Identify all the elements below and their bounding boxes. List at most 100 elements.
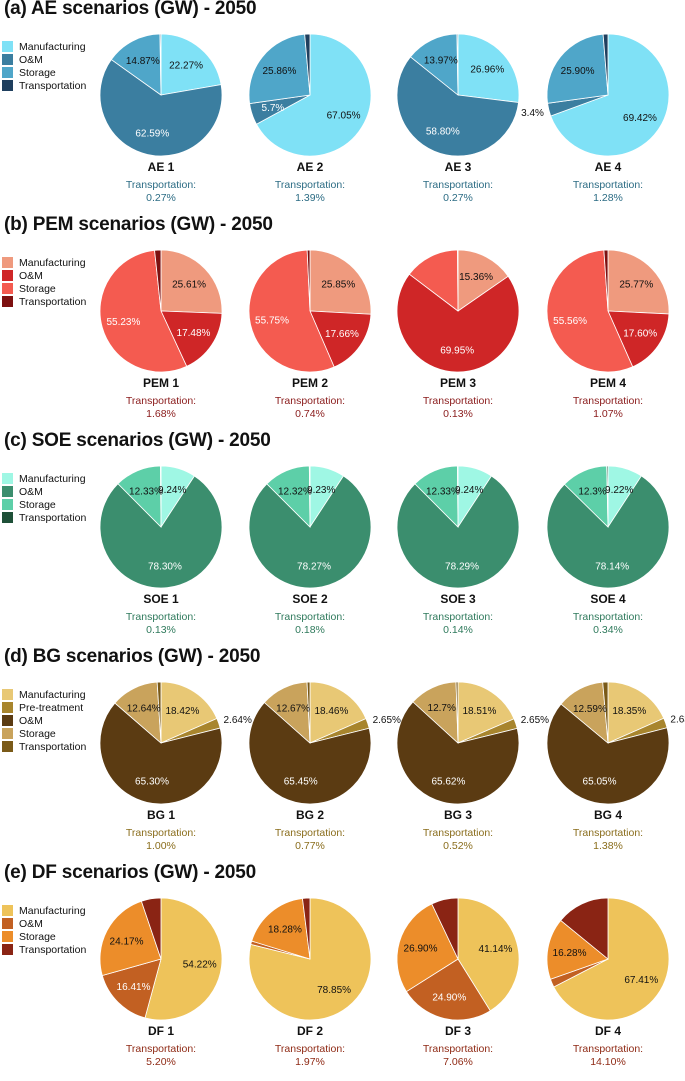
legend-swatch xyxy=(2,257,13,268)
pie-slice xyxy=(457,249,509,312)
legend-label: Transportation xyxy=(19,511,87,524)
pie-slice xyxy=(309,249,372,315)
pie-slice xyxy=(248,33,311,105)
transportation-note-value: 1.39% xyxy=(295,192,325,204)
pie-slice xyxy=(455,681,459,744)
pie-slice xyxy=(110,33,162,96)
pie-slice xyxy=(255,33,372,157)
pie-chart: 67.41% 16.28% xyxy=(546,897,670,1021)
slice-label: 2.65% xyxy=(521,715,549,726)
pie-name: DF 1 xyxy=(147,1024,174,1038)
slice-label: 16.41% xyxy=(117,982,151,993)
pie-chart: 9.24% 78.30% 12.33% xyxy=(99,465,223,589)
legend-label: Manufacturing xyxy=(19,904,86,917)
slice-label: 14.87% xyxy=(126,56,160,67)
pie-slice xyxy=(607,310,670,368)
legend-item: Storage xyxy=(2,282,86,295)
transportation-note-value: 0.18% xyxy=(295,624,325,636)
slice-label: 18.35% xyxy=(612,706,646,717)
pie-slice xyxy=(546,703,670,805)
slice-label: 65.62% xyxy=(431,776,465,787)
legend-swatch xyxy=(2,728,13,739)
slice-label: 18.46% xyxy=(314,706,348,717)
pie-slice xyxy=(159,33,162,96)
slice-label: 12.33% xyxy=(426,487,460,498)
slice-label: 67.41% xyxy=(624,975,658,986)
legend-swatch xyxy=(2,918,13,929)
transportation-note-value: 1.00% xyxy=(146,840,176,852)
pie-chart: 22.27% 62.59% 14.87% xyxy=(99,33,223,157)
legend: Manufacturing O&M Storage Transportation xyxy=(2,40,86,92)
slice-label: 18.28% xyxy=(268,925,302,936)
pie-chart: 78.85% 18.28% xyxy=(248,897,372,1021)
slice-label: 16.28% xyxy=(553,948,587,959)
slice-label: 17.60% xyxy=(623,329,657,340)
pie-slice xyxy=(396,56,519,157)
slice-label: 9.24% xyxy=(455,485,483,496)
transportation-note: Transportation: 7.06% xyxy=(393,1043,523,1069)
pie-chart: 67.05% 5.7% 25.86% xyxy=(248,33,372,157)
legend: Manufacturing O&M Storage Transportation xyxy=(2,472,86,524)
transportation-note: Transportation: 1.97% xyxy=(245,1043,375,1069)
pie-chart: 18.51% 2.65% 65.62% 12.7% xyxy=(396,681,549,805)
pie-name: BG 1 xyxy=(146,808,175,822)
pie-slice xyxy=(99,475,223,589)
transportation-note-label: Transportation: xyxy=(572,179,644,191)
legend-swatch xyxy=(2,512,13,523)
transportation-note: Transportation: 0.13% xyxy=(393,395,523,421)
transportation-note: Transportation: 0.18% xyxy=(245,611,375,637)
section-title: (a) AE scenarios (GW) - 2050 xyxy=(4,0,257,19)
legend-swatch xyxy=(2,702,13,713)
transportation-note-label: Transportation: xyxy=(125,395,197,407)
transportation-note: Transportation: 1.38% xyxy=(543,827,673,853)
transportation-note: Transportation: 1.39% xyxy=(245,179,375,205)
legend-label: O&M xyxy=(19,485,43,498)
legend-item: Transportation xyxy=(2,511,86,524)
legend-swatch xyxy=(2,715,13,726)
transportation-note-value: 0.27% xyxy=(443,192,473,204)
transportation-note-value: 0.74% xyxy=(295,408,325,420)
section-title: (e) DF scenarios (GW) - 2050 xyxy=(4,862,257,883)
slice-label: 17.48% xyxy=(177,328,211,339)
legend-label: Transportation xyxy=(19,943,87,956)
legend-item: Storage xyxy=(2,930,86,943)
transportation-note-label: Transportation: xyxy=(125,611,197,623)
pie-chart: 15.36% 69.95% xyxy=(396,249,520,373)
transportation-note-label: Transportation: xyxy=(422,611,494,623)
slice-label: 12.3% xyxy=(578,487,606,498)
pie-chart: 18.46% 2.65% 65.45% 12.67% xyxy=(248,681,401,805)
pie-slice xyxy=(396,475,520,589)
slice-label: 78.29% xyxy=(445,561,479,572)
transportation-note: Transportation: 0.77% xyxy=(245,827,375,853)
slice-label: 5.7% xyxy=(262,103,285,114)
transportation-note: Transportation: 5.20% xyxy=(96,1043,226,1069)
legend-swatch xyxy=(2,67,13,78)
pie-slice xyxy=(309,681,367,744)
slice-label: 15.36% xyxy=(459,272,493,283)
legend: Manufacturing Pre-treatment O&M Storage Tran… xyxy=(2,688,86,753)
legend-item: Manufacturing xyxy=(2,904,86,917)
pie-name: SOE 3 xyxy=(440,592,476,606)
legend-swatch xyxy=(2,689,13,700)
transportation-note: Transportation: 0.34% xyxy=(543,611,673,637)
transportation-note-label: Transportation: xyxy=(572,395,644,407)
transportation-note-label: Transportation: xyxy=(274,827,346,839)
slice-label: 69.95% xyxy=(440,346,474,357)
pie-slice xyxy=(606,465,609,528)
transportation-note: Transportation: 0.13% xyxy=(96,611,226,637)
legend-item: Transportation xyxy=(2,295,86,308)
section-title: (b) PEM scenarios (GW) - 2050 xyxy=(4,214,273,235)
pie-slice xyxy=(553,897,670,1021)
pie-name: BG 4 xyxy=(593,808,622,822)
legend-item: Storage xyxy=(2,727,86,740)
pie-chart: 54.22% 16.41% 24.17% xyxy=(99,897,223,1021)
slice-label: 9.23% xyxy=(307,485,335,496)
pie-slice xyxy=(546,249,634,373)
slice-label: 25.61% xyxy=(172,279,206,290)
legend-label: Manufacturing xyxy=(19,40,86,53)
legend-swatch xyxy=(2,41,13,52)
pie-slice xyxy=(405,958,491,1021)
pie-name: DF 4 xyxy=(594,1024,621,1038)
legend-label: Storage xyxy=(19,66,56,79)
chart-section: (d) BG scenarios (GW) - 2050 Manufacturin… xyxy=(0,646,685,864)
